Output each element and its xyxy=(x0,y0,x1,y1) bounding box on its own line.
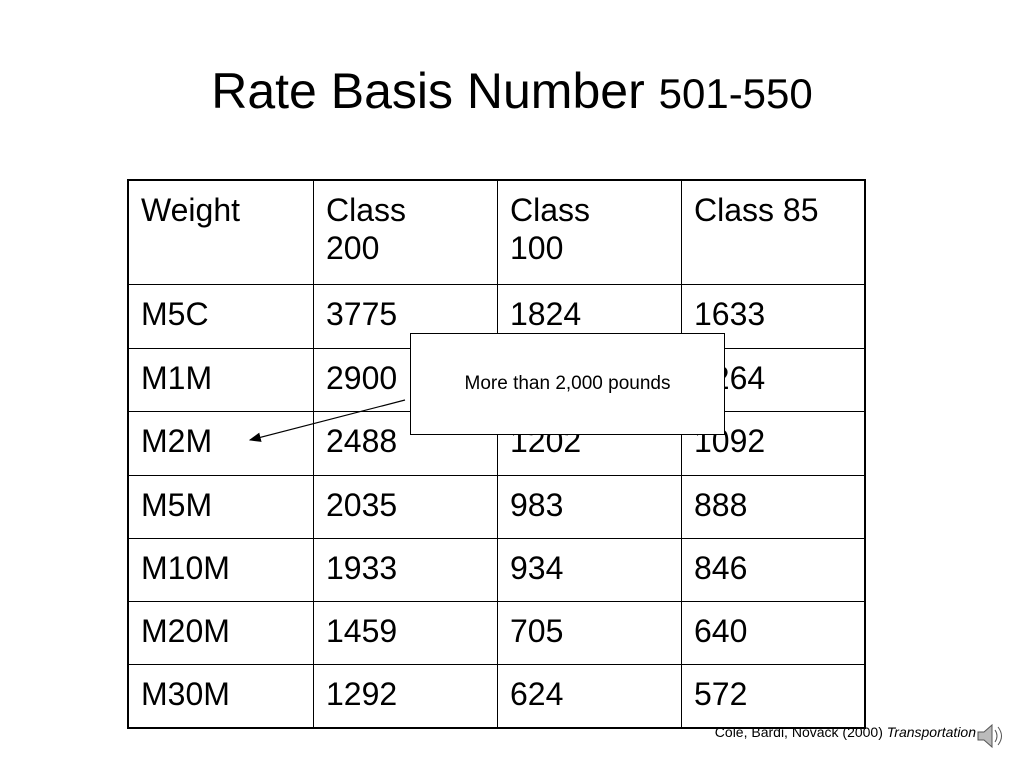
slide-title: Rate Basis Number 501-550 xyxy=(0,62,1024,120)
callout-text: More than 2,000 pounds xyxy=(464,373,671,394)
cell-text: 1824 xyxy=(510,296,582,332)
cell-text: 1292 xyxy=(326,676,398,712)
cell-text: 2488 xyxy=(326,423,398,459)
cell-text: M30M xyxy=(141,676,230,712)
cell-text: 934 xyxy=(510,550,564,586)
cell-text: M5C xyxy=(141,296,209,332)
cell-text: M20M xyxy=(141,613,230,649)
cell-text: M2M xyxy=(141,423,213,459)
cell-text: 3775 xyxy=(326,296,398,332)
cell-text: 888 xyxy=(694,487,748,523)
table-cell: 1459 xyxy=(313,601,498,665)
cell-text: 983 xyxy=(510,487,564,523)
table-cell: 1292 xyxy=(313,664,498,729)
cell-text: Class 85 xyxy=(694,192,819,228)
cell-text: Weight xyxy=(141,192,241,228)
cell-text: M5M xyxy=(141,487,213,523)
cell-text: 624 xyxy=(510,676,564,712)
citation-authors: Cole, Bardi, Novack (2000) xyxy=(714,724,883,740)
cell-text: 2035 xyxy=(326,487,398,523)
cell-text: 1633 xyxy=(694,296,766,332)
callout: More than 2,000 pounds xyxy=(410,333,725,435)
cell-text: 705 xyxy=(510,613,564,649)
cell-text: 572 xyxy=(694,676,748,712)
header-cell: Class 85 xyxy=(681,180,866,285)
citation: Cole, Bardi, Novack (2000) Transportatio… xyxy=(715,724,976,740)
callout-arrow xyxy=(248,399,406,442)
cell-text: 846 xyxy=(694,550,748,586)
cell-text: M10M xyxy=(141,550,230,586)
citation-work: Transportation xyxy=(886,724,976,740)
cell-text: Class 100 xyxy=(510,192,591,266)
cell-text: Class 200 xyxy=(326,192,407,266)
cell-text: M1M xyxy=(141,360,213,396)
title-range: 501-550 xyxy=(658,70,813,117)
cell-text: 1933 xyxy=(326,550,398,586)
table-cell: 934 xyxy=(497,538,682,602)
cell-text: 2900 xyxy=(326,360,398,396)
cell-text: 640 xyxy=(694,613,748,649)
title-main: Rate Basis Number xyxy=(211,63,645,119)
cell-text: 1459 xyxy=(326,613,398,649)
